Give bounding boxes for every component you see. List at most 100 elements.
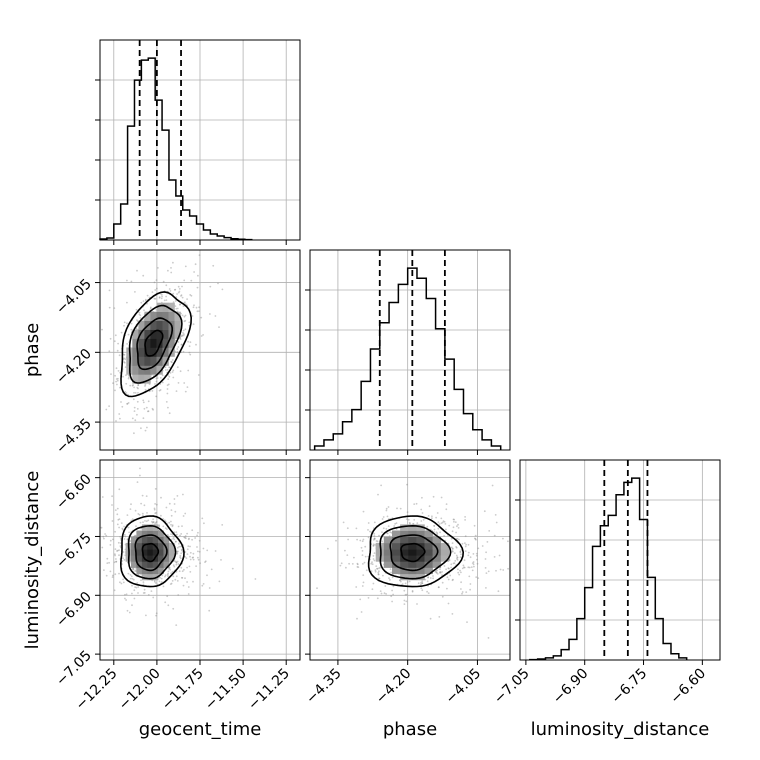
sample-point [142,300,145,302]
sample-point [152,518,155,521]
sample-point [175,563,178,566]
sample-point [361,554,364,556]
sample-point [148,296,151,299]
sample-point [346,554,349,556]
sample-point [378,577,381,580]
sample-point [376,567,378,570]
sample-point [445,508,448,511]
sample-point [463,566,465,569]
sample-point [113,340,116,343]
sample-point [180,294,183,296]
sample-point [360,611,363,613]
sample-point [171,525,174,528]
sample-point [166,573,169,576]
sample-point [477,547,480,550]
sample-point [371,563,374,566]
sample-point [450,563,453,566]
sample-point [473,524,476,527]
density-cell [150,365,157,375]
sample-point [346,527,349,530]
sample-point [421,582,424,585]
sample-point [184,314,187,317]
sample-point [190,294,193,297]
sample-point [382,574,384,577]
sample-point [130,503,132,506]
sample-point [173,498,176,500]
sample-point [118,526,120,529]
sample-point [176,550,179,553]
sample-point [412,522,414,525]
sample-point [447,567,450,570]
sample-point [372,582,375,585]
sample-point [138,313,141,316]
sample-point [111,495,113,498]
sample-point [137,592,139,594]
sample-point [448,567,450,570]
sample-point [118,518,121,520]
sample-point [142,399,145,402]
sample-point [456,556,459,558]
sample-point [171,371,174,373]
sample-point [172,261,174,264]
sample-point [126,301,128,304]
sample-point [383,592,386,595]
sample-point [154,503,157,505]
density-cell [144,338,151,348]
sample-point [399,580,402,583]
density-cell [136,567,143,575]
sample-point [179,370,182,373]
sample-point [163,519,166,522]
x-tick-label: −6.75 [609,666,651,708]
sample-point [114,554,116,557]
sample-point [359,598,362,601]
sample-point [160,293,163,296]
sample-point [394,523,396,525]
sample-point [189,555,191,558]
sample-point [439,568,441,570]
sample-point [464,535,467,538]
sample-point [180,548,183,551]
sample-point [137,392,139,394]
sample-point [507,540,509,543]
sample-point [390,595,393,598]
density-cell [162,338,169,348]
sample-point [124,390,127,393]
sample-point [181,576,183,579]
sample-point [109,539,112,542]
sample-point [388,535,391,537]
sample-point [460,588,462,590]
sample-point [134,419,137,422]
sample-point [132,568,134,571]
density-cell [432,555,442,562]
density-cell [150,320,157,330]
sample-point [177,382,180,384]
sample-point [201,517,204,520]
sample-point [468,575,471,578]
sample-point [117,541,120,544]
sample-point [391,589,393,592]
sample-point [202,334,205,336]
sample-point [132,384,135,386]
sample-point [445,528,447,531]
sample-point [409,522,411,525]
contour-line [141,542,160,563]
sample-point [447,602,450,605]
sample-point [114,553,116,556]
sample-point [186,581,189,583]
sample-point [176,560,179,563]
sample-point [507,567,509,570]
sample-point [146,294,149,297]
sample-point [188,537,190,540]
sample-point [185,557,188,559]
sample-point [167,378,170,380]
sample-point [421,589,424,592]
sample-point [181,577,184,579]
sample-point [118,354,121,357]
sample-point [461,591,464,593]
sample-point [451,546,453,549]
sample-point [180,566,183,569]
sample-point [135,586,138,589]
sample-point [170,533,172,535]
sample-point [428,505,431,508]
sample-point [427,515,430,517]
